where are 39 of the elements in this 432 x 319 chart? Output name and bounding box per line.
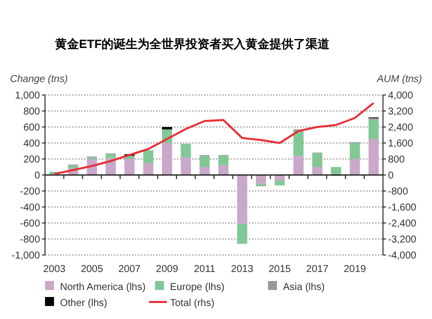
x-tick-label: 2013 [231,264,254,275]
x-tick-label: 2011 [194,264,216,275]
x-tick-label: 2019 [344,264,366,275]
y2-tick-label: -4,000 [388,250,417,262]
y-tick-label: -1,000 [12,250,40,262]
legend-label: Other (lhs) [60,298,108,309]
legend-label: North America (lhs) [60,282,146,293]
y-axis-title: Change (tns) [10,74,68,85]
y2-tick-label: -3,200 [388,234,417,246]
x-tick-label: 2005 [80,264,104,275]
y-tick-label: -600 [20,218,40,230]
x-tick-label: 2003 [43,264,66,275]
y-tick-label: 200 [23,154,40,166]
y2-tick-label: 800 [388,154,406,166]
y-tick-label: 0 [34,170,40,182]
y2-tick-label: 3,200 [388,106,414,118]
x-tick-label: 2015 [268,264,292,275]
legend-label: Asia (lhs) [283,282,325,293]
y-tick-label: 400 [23,138,40,150]
x-tick-label: 2017 [306,264,329,275]
chart-title: 黄金ETF的诞生为全世界投资者买入黄金提供了渠道 [54,37,331,51]
y2-tick-label: -800 [388,186,408,198]
y-tick-label: 600 [23,122,40,134]
legend-label: Total (rhs) [170,298,214,309]
y2-tick-label: -1,600 [388,202,417,214]
y-tick-label: 1,000 [14,90,40,102]
legend-label: Europe (lhs) [170,282,224,293]
y-tick-label: 800 [23,106,40,118]
y-tick-label: -800 [20,234,40,246]
y2-axis-title: AUM (tns) [376,74,422,85]
x-tick-label: 2009 [156,264,179,275]
y-tick-label: -200 [20,186,40,198]
y2-tick-label: 0 [388,170,394,182]
y2-tick-label: 1,600 [388,138,414,150]
x-tick-label: 2007 [118,264,142,275]
y2-tick-label: 4,000 [388,90,414,102]
y2-tick-label: 2,400 [388,122,414,134]
y2-tick-label: -2,400 [388,218,417,230]
y-tick-label: -400 [20,202,40,214]
